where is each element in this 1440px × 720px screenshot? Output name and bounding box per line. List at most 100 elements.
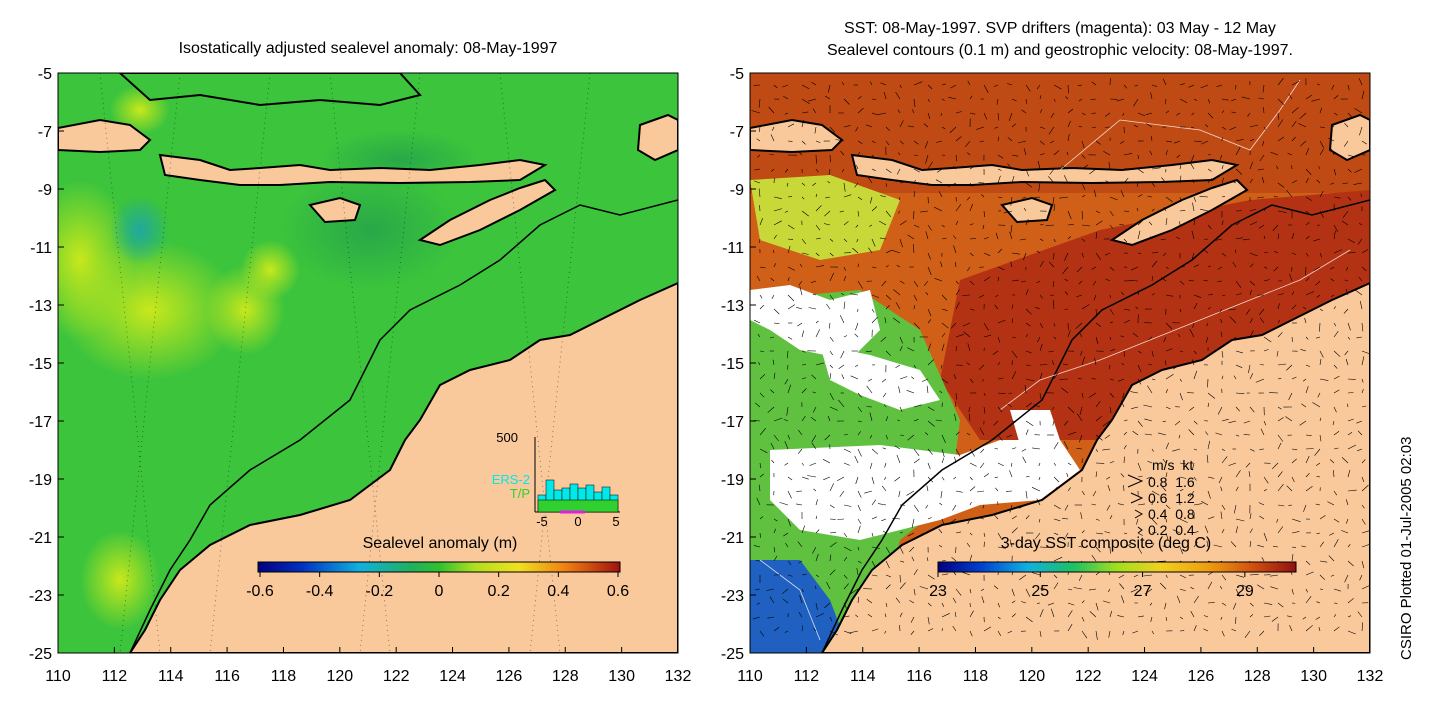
velocity-arrow bbox=[927, 628, 934, 632]
velocity-arrow bbox=[1147, 196, 1153, 198]
velocity-arrow bbox=[1333, 331, 1339, 338]
velocity-arrow bbox=[1286, 190, 1293, 198]
velocity-arrow bbox=[1361, 484, 1369, 492]
velocity-arrow bbox=[1301, 545, 1307, 548]
velocity-arrow bbox=[815, 553, 819, 562]
velocity-arrow bbox=[1151, 531, 1157, 534]
velocity-arrow bbox=[1137, 154, 1139, 160]
velocity-arrow bbox=[871, 516, 877, 520]
velocity-arrow bbox=[1311, 98, 1321, 102]
velocity-arrow bbox=[899, 624, 901, 632]
velocity-arrow bbox=[1221, 456, 1228, 464]
velocity-arrow bbox=[981, 596, 985, 604]
velocity-arrow bbox=[1160, 484, 1167, 492]
velocity-arrow bbox=[941, 613, 950, 618]
velocity-arrow bbox=[1221, 350, 1224, 358]
velocity-arrow bbox=[1151, 518, 1158, 525]
velocity-arrow bbox=[1095, 401, 1101, 408]
velocity-arrow bbox=[1192, 462, 1195, 471]
velocity-arrow bbox=[1176, 236, 1181, 240]
velocity-arrow bbox=[882, 447, 887, 450]
velocity-arrow bbox=[1025, 378, 1035, 382]
velocity-arrow bbox=[815, 574, 819, 577]
velocity-arrow bbox=[871, 546, 880, 549]
velocity-arrow bbox=[773, 249, 775, 254]
velocity-arrow bbox=[1039, 238, 1044, 241]
velocity-arrow bbox=[979, 462, 985, 469]
velocity-arrow bbox=[871, 206, 878, 212]
velocity-arrow bbox=[1039, 392, 1042, 400]
velocity-arrow bbox=[1193, 503, 1203, 506]
velocity-arrow bbox=[1151, 276, 1153, 282]
velocity-arrow bbox=[1234, 249, 1237, 254]
velocity-arrow bbox=[1357, 611, 1363, 618]
velocity-arrow bbox=[1104, 112, 1111, 117]
velocity-arrow bbox=[926, 385, 929, 394]
velocity-arrow bbox=[1150, 136, 1153, 142]
velocity-arrow bbox=[843, 615, 850, 618]
velocity-arrow bbox=[1137, 364, 1142, 373]
velocity-arrow bbox=[885, 584, 891, 590]
velocity-arrow bbox=[852, 247, 859, 254]
velocity-arrow bbox=[1092, 126, 1097, 129]
velocity-arrow bbox=[1302, 306, 1307, 310]
velocity-arrow bbox=[1316, 336, 1321, 339]
velocity-arrow bbox=[1133, 98, 1139, 107]
velocity-arrow bbox=[1089, 168, 1097, 175]
velocity-arrow bbox=[779, 502, 789, 506]
velocity-arrow bbox=[1358, 78, 1363, 86]
velocity-arrow bbox=[1048, 126, 1055, 135]
velocity-arrow bbox=[1090, 98, 1097, 101]
velocity-arrow bbox=[1130, 588, 1139, 593]
velocity-arrow bbox=[927, 602, 932, 607]
left-ytick-label: -25 bbox=[29, 646, 52, 663]
velocity-arrow bbox=[1316, 179, 1321, 184]
velocity-arrow bbox=[1165, 532, 1169, 541]
velocity-arrow bbox=[1033, 404, 1041, 408]
velocity-arrow bbox=[935, 179, 943, 184]
velocity-arrow bbox=[1249, 528, 1253, 534]
velocity-arrow bbox=[1221, 196, 1226, 198]
velocity-arrow bbox=[911, 109, 915, 114]
sla-colorbar-tick-label: -0.4 bbox=[306, 583, 334, 600]
velocity-arrow bbox=[756, 602, 761, 605]
velocity-arrow bbox=[1327, 137, 1335, 142]
velocity-arrow bbox=[884, 613, 887, 618]
velocity-arrow bbox=[1230, 98, 1237, 102]
velocity-arrow bbox=[1193, 595, 1199, 604]
right-ytick-label: -25 bbox=[721, 646, 744, 663]
right-xtick-label: 112 bbox=[794, 668, 820, 685]
velocity-arrow bbox=[1053, 532, 1059, 536]
velocity-arrow bbox=[1035, 306, 1041, 310]
velocity-arrow bbox=[1025, 182, 1033, 188]
velocity-arrow bbox=[758, 188, 761, 198]
velocity-arrow bbox=[869, 412, 873, 422]
velocity-arrow bbox=[1104, 434, 1111, 439]
velocity-arrow bbox=[815, 362, 824, 366]
velocity-arrow bbox=[1191, 252, 1195, 260]
velocity-arrow bbox=[1035, 532, 1041, 540]
velocity-arrow bbox=[1053, 504, 1061, 510]
velocity-arrow bbox=[843, 504, 852, 507]
velocity-arrow bbox=[843, 252, 851, 254]
velocity-arrow bbox=[771, 294, 775, 300]
velocity-arrow bbox=[1137, 230, 1141, 240]
velocity-arrow bbox=[759, 266, 766, 269]
velocity-arrow bbox=[927, 406, 935, 411]
velocity-arrow bbox=[1207, 402, 1209, 408]
velocity-arrow bbox=[1316, 476, 1321, 478]
velocity-arrow bbox=[1235, 406, 1240, 412]
velocity-arrow bbox=[1274, 251, 1279, 254]
velocity-arrow bbox=[879, 237, 887, 240]
velocity-arrow bbox=[1032, 447, 1041, 450]
velocity-arrow bbox=[843, 182, 846, 192]
velocity-arrow bbox=[880, 195, 887, 198]
velocity-arrow bbox=[1123, 532, 1128, 535]
velocity-arrow bbox=[941, 573, 949, 576]
velocity-arrow bbox=[871, 476, 875, 485]
velocity-arrow bbox=[1207, 378, 1209, 388]
velocity-arrow bbox=[1076, 413, 1083, 422]
velocity-arrow bbox=[1039, 322, 1044, 328]
velocity-arrow bbox=[1235, 434, 1240, 437]
altimeter-tracks bbox=[99, 73, 591, 653]
